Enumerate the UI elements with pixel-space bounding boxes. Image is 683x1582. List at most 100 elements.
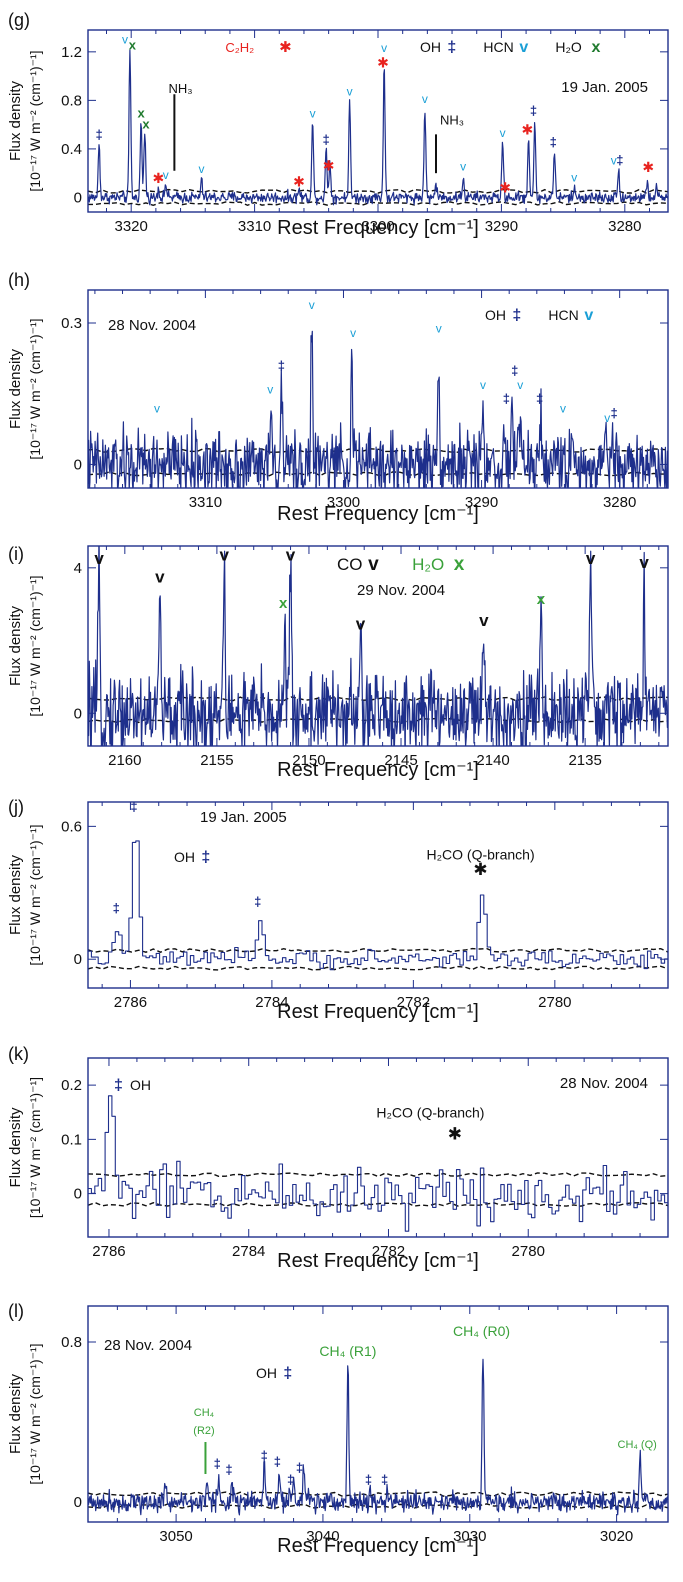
annotation-label: CH₄ (Q) — [618, 1439, 657, 1451]
y-tick-label: 0 — [74, 189, 82, 206]
legend-symbol: ‡ — [201, 849, 210, 866]
legend-label: HCN — [548, 307, 578, 323]
oh-marker: ‡ — [278, 358, 285, 373]
asterisk-marker: ✱ — [448, 1124, 462, 1143]
hcn-marker: v — [571, 171, 577, 185]
noise-band-line-2 — [88, 947, 668, 953]
oh-marker: ‡ — [323, 132, 330, 147]
oh-marker: ‡ — [611, 405, 618, 420]
x-tick-label: 2784 — [232, 1243, 265, 1260]
hcn-marker: v — [310, 106, 316, 120]
panel-label: (l) — [8, 1301, 24, 1321]
hcn-marker: v — [155, 567, 165, 586]
annotation-label: CH₄ (R0) — [453, 1323, 510, 1339]
x-tick-label: 2160 — [108, 752, 141, 769]
noise-band-line-2 — [88, 1172, 668, 1178]
plot-frame — [87, 545, 669, 747]
observation-date: 28 Nov. 2004 — [560, 1075, 648, 1092]
y-axis-label: Flux density — [7, 348, 24, 429]
x-tick-label: 2780 — [512, 1243, 545, 1260]
oh-marker: ‡ — [225, 1462, 232, 1477]
x-tick-label: 3280 — [603, 494, 636, 511]
hcn-marker: v — [586, 549, 596, 568]
y-tick-label: 0.6 — [61, 818, 82, 835]
hcn-marker: v — [220, 546, 230, 565]
x-tick-label: 3050 — [159, 1528, 192, 1545]
oh-marker: ‡ — [214, 1456, 221, 1471]
observation-date: 19 Jan. 2005 — [200, 809, 287, 826]
spectrum-trace — [88, 49, 668, 206]
legend-symbol: ‡ — [512, 307, 521, 324]
asterisk-marker: ✱ — [473, 860, 487, 879]
legend-label: H₂O — [412, 555, 444, 574]
legend-symbol: x — [454, 554, 465, 575]
noise-band — [88, 188, 668, 207]
h2o-marker: x — [142, 116, 150, 131]
y-axis-label: Flux density — [7, 80, 24, 161]
oh-marker: ‡ — [536, 391, 543, 406]
x-axis-label: Rest Frequency [cm⁻¹] — [277, 503, 479, 525]
spectrum-trace — [88, 546, 668, 746]
hcn-marker: v — [611, 154, 617, 168]
oh-marker: ‡ — [511, 363, 518, 378]
x-tick-label: 3310 — [238, 218, 271, 235]
oh-marker: ‡ — [616, 153, 623, 168]
y-axis-units: [10⁻¹⁷ W m⁻² (cm⁻¹)⁻¹] — [27, 1077, 43, 1218]
oh-marker: ‡ — [287, 1472, 294, 1487]
panel-label: (k) — [8, 1044, 29, 1064]
annotation-label: H₂CO (Q-branch) — [426, 847, 534, 863]
y-tick-label: 1.2 — [61, 44, 82, 61]
noise-band-line-1 — [88, 965, 668, 971]
y-tick-label: 4 — [74, 560, 82, 577]
panel-label: (g) — [8, 10, 30, 30]
hcn-marker: v — [480, 378, 486, 392]
x-tick-label: 3290 — [465, 494, 498, 511]
panel-label: (h) — [8, 270, 30, 290]
oh-marker: ‡ — [274, 1454, 281, 1469]
x-tick-label: 2784 — [255, 994, 288, 1011]
legend-label: OH — [256, 1365, 277, 1381]
y-axis-units: [10⁻¹⁷ W m⁻² (cm⁻¹)⁻¹] — [27, 50, 43, 191]
legend-symbol: x — [591, 39, 600, 56]
legend-symbol: ‡ — [114, 1077, 123, 1094]
oh-marker: ‡ — [254, 894, 261, 909]
x-tick-label: 2135 — [568, 752, 601, 769]
y-axis-units: [10⁻¹⁷ W m⁻² (cm⁻¹)⁻¹] — [27, 318, 43, 459]
hcn-marker: v — [381, 41, 387, 55]
hcn-marker: v — [309, 298, 315, 312]
annotation-label: CH₄ — [194, 1407, 215, 1419]
legend-symbol: v — [584, 307, 593, 324]
spectrum-trace — [88, 1358, 668, 1516]
observation-date: 19 Jan. 2005 — [561, 79, 648, 96]
h2o-marker: x — [129, 37, 137, 52]
noise-band-line-1 — [88, 201, 668, 207]
y-tick-label: 0.8 — [61, 92, 82, 109]
panel-k: 2786 2784 2782 2780 0 0.1 0.2 (k) Flux density [1… — [7, 1044, 669, 1272]
oh-marker: ‡ — [130, 799, 137, 814]
oh-marker: ‡ — [261, 1448, 268, 1463]
y-tick-label: 0 — [74, 705, 82, 722]
x-tick-label: 3030 — [453, 1528, 486, 1545]
x-axis-label: Rest Frequency [cm⁻¹] — [277, 217, 479, 239]
x-tick-label: 2140 — [476, 752, 509, 769]
x-tick-label: 2155 — [200, 752, 233, 769]
asterisk-marker: ✱ — [377, 55, 389, 71]
x-tick-label: 3290 — [485, 218, 518, 235]
h2o-marker: x — [537, 591, 546, 608]
y-axis-units: [10⁻¹⁷ W m⁻² (cm⁻¹)⁻¹] — [27, 1343, 43, 1484]
spectrum-trace — [88, 330, 668, 488]
oh-marker: ‡ — [296, 1460, 303, 1475]
x-tick-label: 3320 — [115, 218, 148, 235]
oh-marker: ‡ — [530, 103, 537, 118]
spectrum-trace — [88, 1095, 668, 1232]
hcn-marker: v — [422, 92, 428, 106]
panel-i: 2160 2155 2150 2145 2140 2135 0 4 (i) Flux densit… — [7, 544, 669, 781]
oh-marker: ‡ — [365, 1472, 372, 1487]
annotation-label: ✱ — [279, 39, 292, 56]
legend-label: OH — [420, 39, 441, 55]
annotation-label: NH₃ — [169, 81, 193, 96]
legend-symbol: ‡ — [447, 39, 456, 56]
observation-date: 28 Nov. 2004 — [104, 1337, 192, 1354]
